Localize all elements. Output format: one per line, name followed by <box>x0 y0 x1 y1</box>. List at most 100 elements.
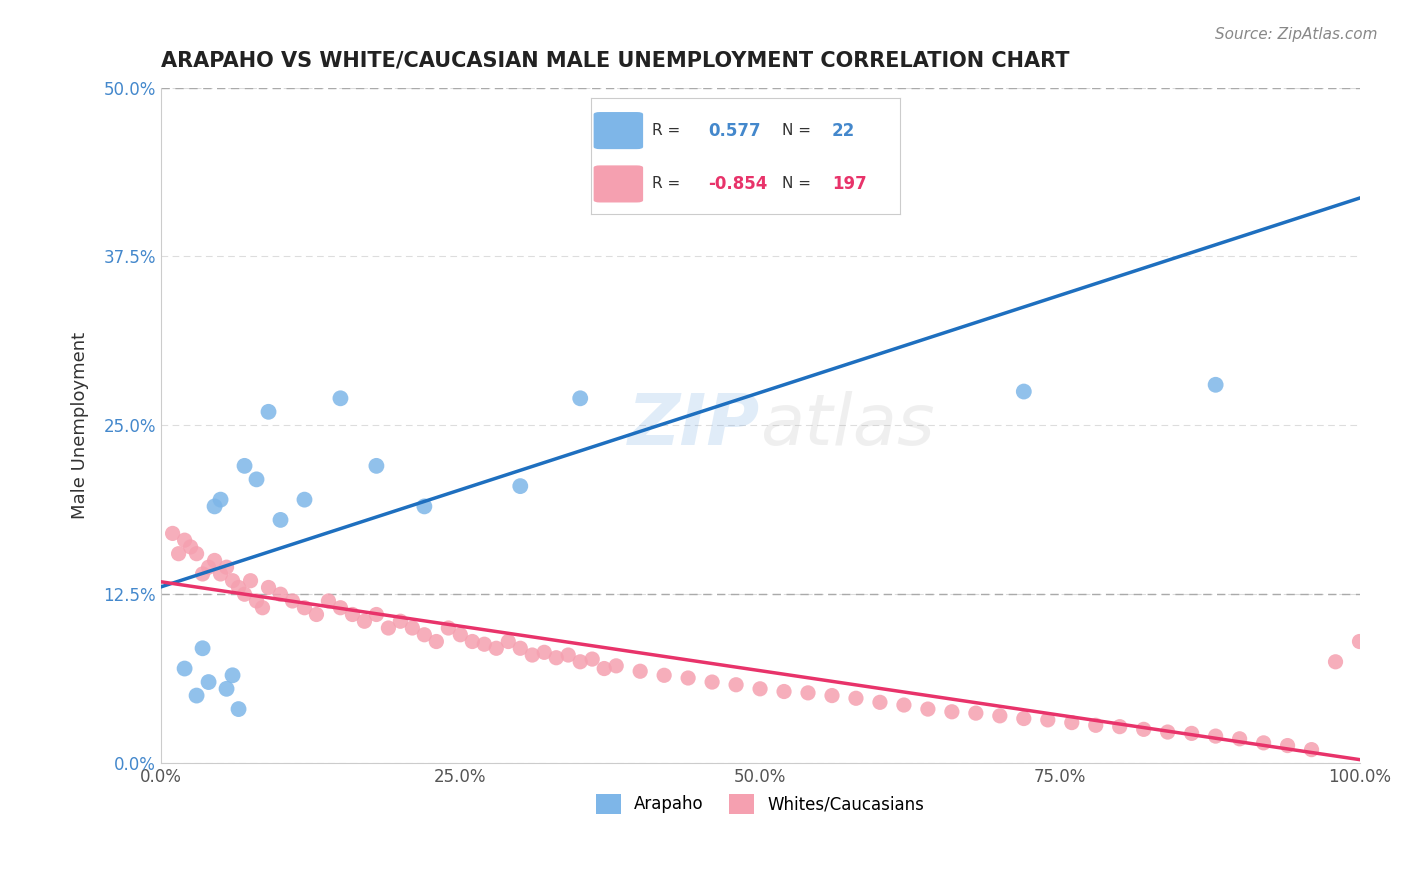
Point <box>1012 712 1035 726</box>
Point <box>1253 736 1275 750</box>
Point <box>449 628 471 642</box>
Point <box>318 594 340 608</box>
Point <box>498 634 520 648</box>
Point <box>180 540 202 554</box>
Point <box>1205 729 1227 743</box>
Point <box>425 634 447 648</box>
Point <box>821 689 844 703</box>
Point <box>1229 731 1251 746</box>
Point <box>557 648 579 662</box>
Point <box>569 655 592 669</box>
Text: ARAPAHO VS WHITE/CAUCASIAN MALE UNEMPLOYMENT CORRELATION CHART: ARAPAHO VS WHITE/CAUCASIAN MALE UNEMPLOY… <box>160 51 1069 70</box>
Point <box>593 661 616 675</box>
Point <box>676 671 699 685</box>
Point <box>162 526 184 541</box>
Point <box>252 600 274 615</box>
Point <box>485 641 508 656</box>
Text: 0.577: 0.577 <box>709 121 761 139</box>
Text: ZIP: ZIP <box>628 391 761 459</box>
Point <box>389 614 412 628</box>
Point <box>1301 742 1323 756</box>
Point <box>581 652 603 666</box>
Point <box>546 650 568 665</box>
Point <box>533 645 555 659</box>
Point <box>186 547 208 561</box>
Point <box>173 533 195 548</box>
Point <box>329 600 352 615</box>
Point <box>204 500 226 514</box>
Point <box>204 553 226 567</box>
Point <box>245 472 267 486</box>
Point <box>221 574 243 588</box>
Text: 197: 197 <box>832 175 866 193</box>
Point <box>294 600 316 615</box>
Point <box>1348 634 1371 648</box>
Point <box>893 698 915 712</box>
Point <box>245 594 267 608</box>
Legend: Arapaho, Whites/Caucasians: Arapaho, Whites/Caucasians <box>588 785 932 822</box>
Text: N =: N = <box>782 177 811 192</box>
Point <box>233 587 256 601</box>
Point <box>1181 726 1204 740</box>
Point <box>965 706 987 720</box>
Point <box>281 594 304 608</box>
Point <box>988 709 1011 723</box>
Point <box>221 668 243 682</box>
Point <box>294 492 316 507</box>
Point <box>1084 718 1107 732</box>
Point <box>917 702 939 716</box>
Text: Source: ZipAtlas.com: Source: ZipAtlas.com <box>1215 27 1378 42</box>
Point <box>725 678 748 692</box>
Point <box>366 458 388 473</box>
Point <box>173 661 195 675</box>
Point <box>401 621 423 635</box>
Point <box>509 641 531 656</box>
Point <box>605 658 627 673</box>
Point <box>329 392 352 406</box>
Point <box>215 681 238 696</box>
Point <box>749 681 772 696</box>
Point <box>1060 715 1083 730</box>
Text: N =: N = <box>782 123 811 138</box>
Point <box>509 479 531 493</box>
Point <box>270 587 292 601</box>
FancyBboxPatch shape <box>593 165 643 202</box>
Point <box>1108 720 1130 734</box>
Point <box>257 405 280 419</box>
Point <box>377 621 399 635</box>
Point <box>191 566 214 581</box>
Point <box>1012 384 1035 399</box>
Text: 22: 22 <box>832 121 855 139</box>
Text: R =: R = <box>652 123 681 138</box>
Point <box>941 705 963 719</box>
Point <box>652 668 675 682</box>
Point <box>700 675 723 690</box>
Point <box>461 634 484 648</box>
Point <box>167 547 190 561</box>
Point <box>353 614 375 628</box>
Point <box>413 500 436 514</box>
Point <box>869 695 891 709</box>
Point <box>845 691 868 706</box>
Point <box>413 628 436 642</box>
Point <box>773 684 796 698</box>
Point <box>1132 723 1154 737</box>
Point <box>239 574 262 588</box>
Point <box>228 702 250 716</box>
Point <box>366 607 388 622</box>
Point <box>749 107 772 121</box>
Point <box>569 392 592 406</box>
Point <box>472 637 495 651</box>
Point <box>197 675 219 690</box>
Point <box>209 492 232 507</box>
Point <box>209 566 232 581</box>
Point <box>233 458 256 473</box>
Point <box>228 581 250 595</box>
Point <box>270 513 292 527</box>
Point <box>797 686 820 700</box>
Point <box>522 648 544 662</box>
FancyBboxPatch shape <box>593 112 643 149</box>
Point <box>197 560 219 574</box>
Point <box>215 560 238 574</box>
Point <box>186 689 208 703</box>
